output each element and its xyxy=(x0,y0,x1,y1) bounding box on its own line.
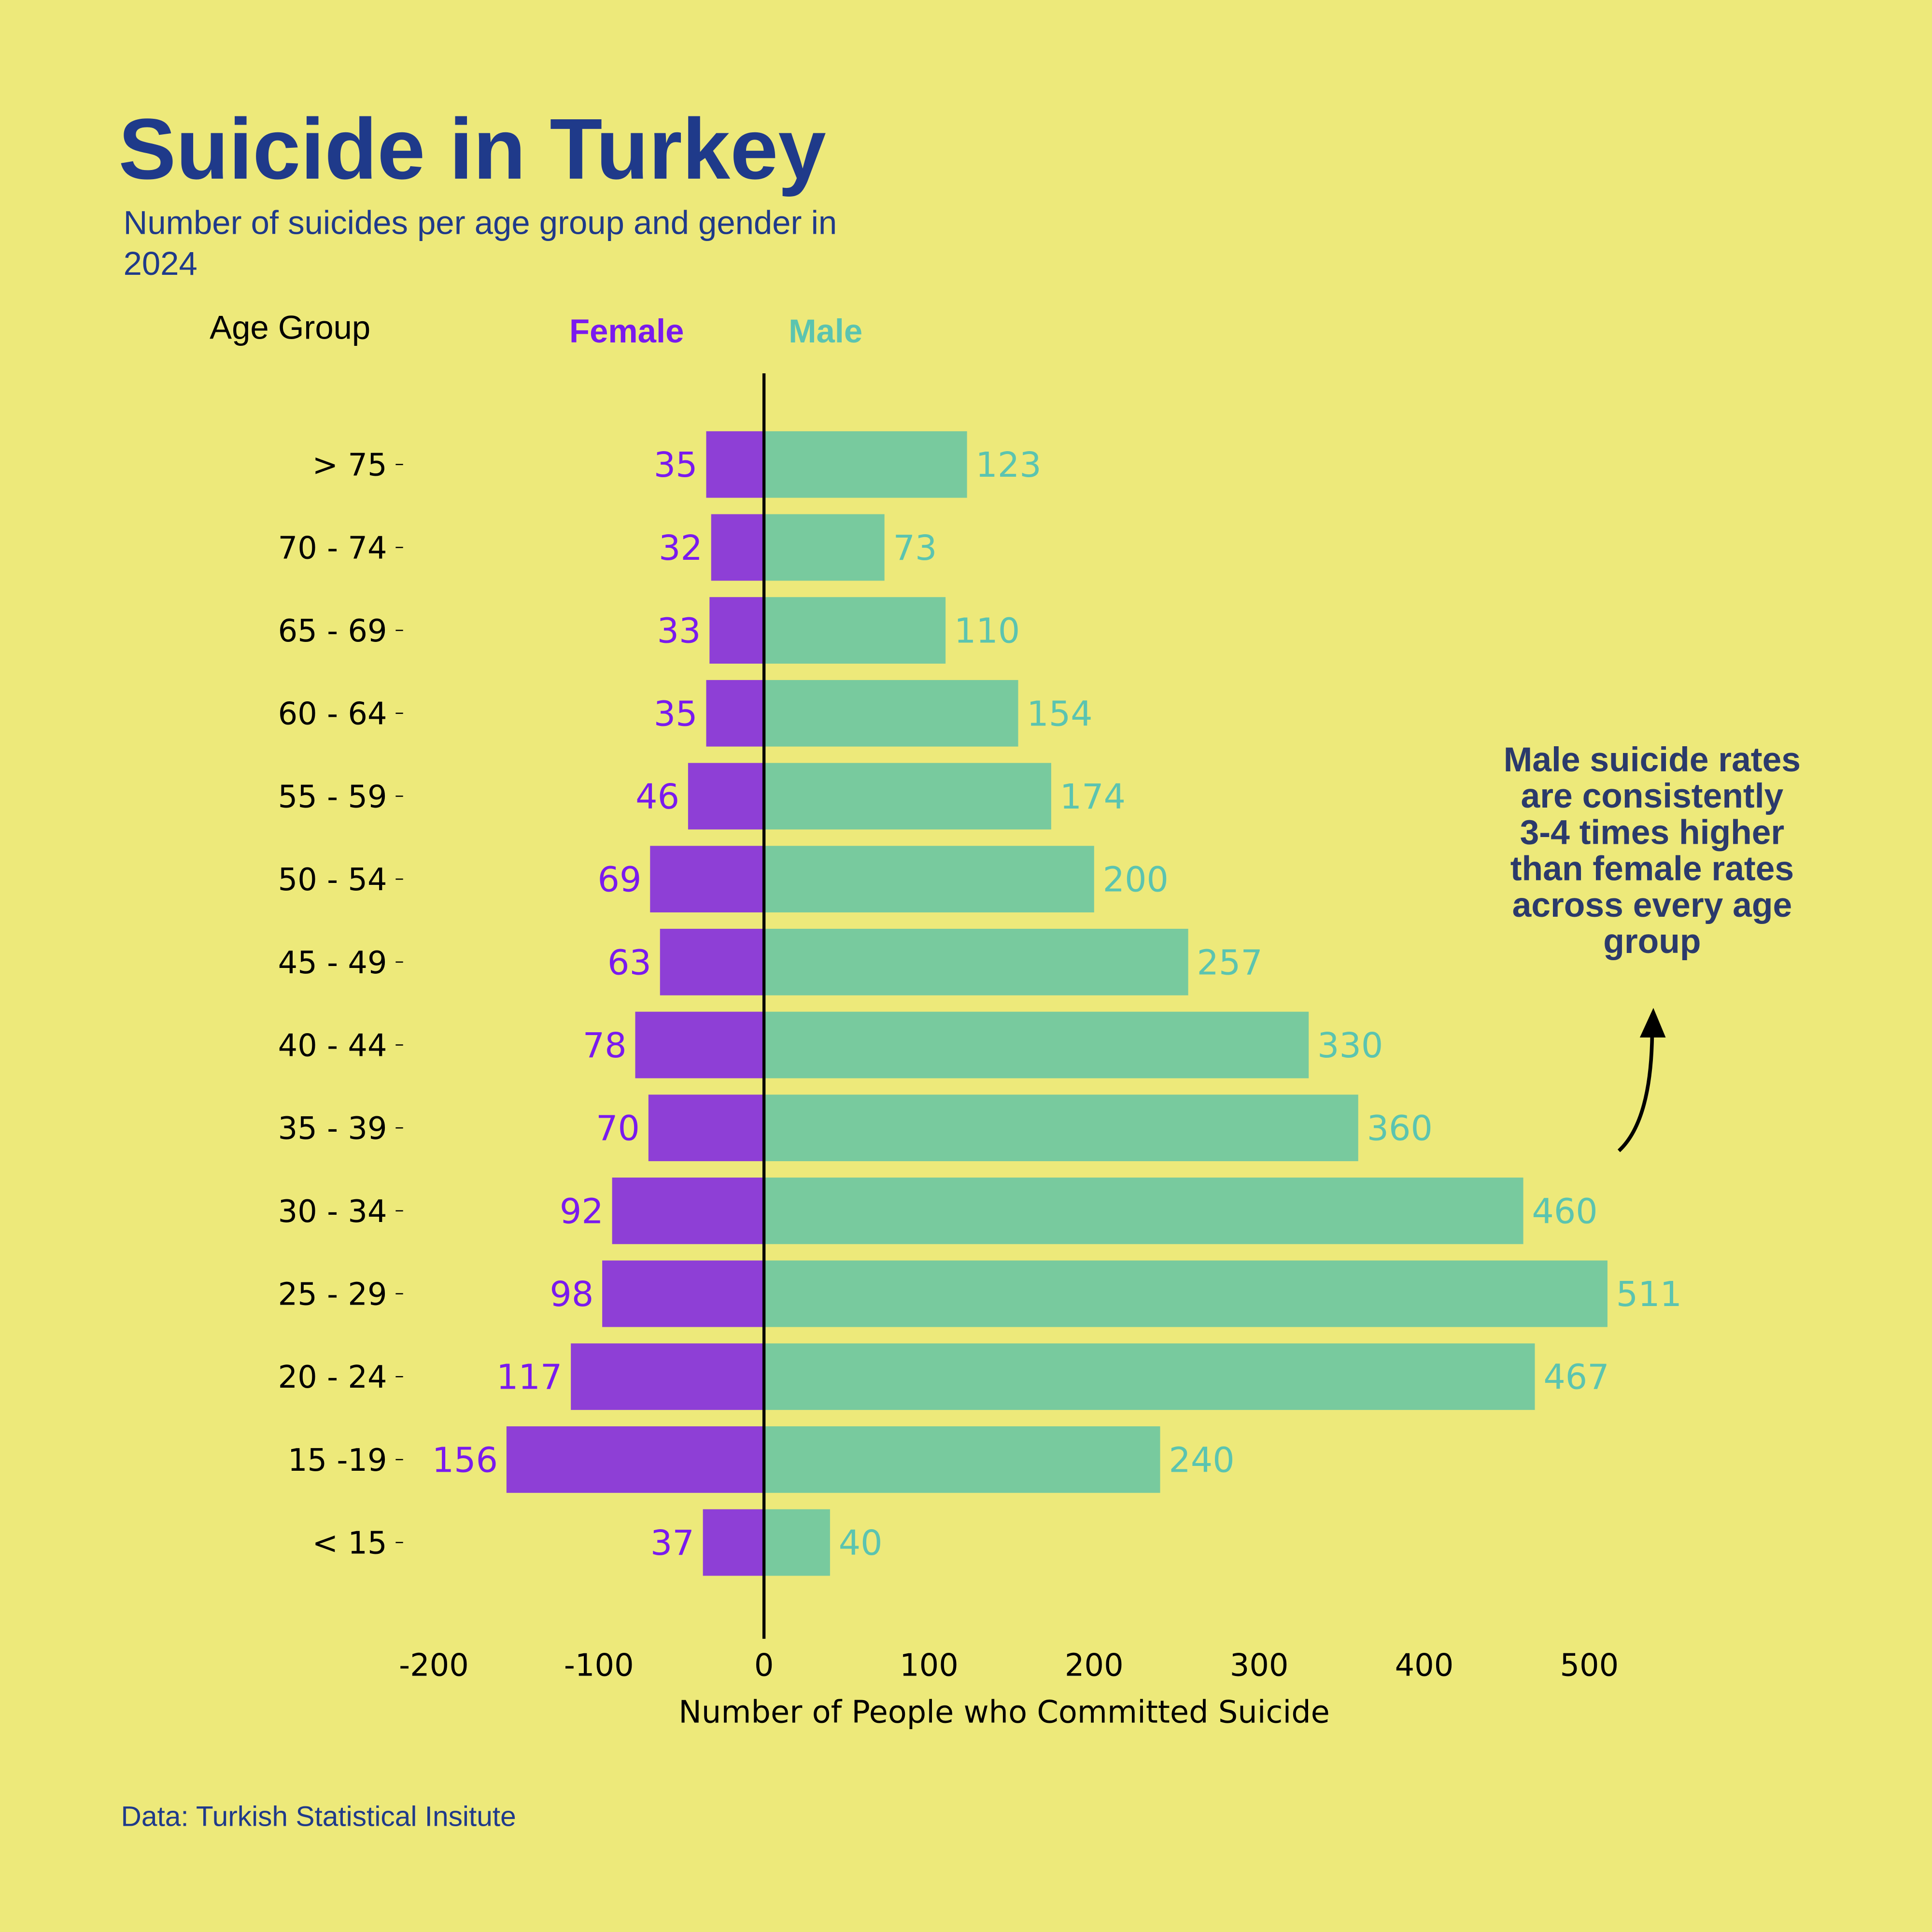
male-value-label: 511 xyxy=(1616,1274,1682,1314)
y-tick-label: 70 - 74 xyxy=(278,530,387,566)
female-value-label: 92 xyxy=(560,1191,604,1231)
female-value-label: 46 xyxy=(635,777,679,817)
female-bar xyxy=(706,680,764,747)
male-bar xyxy=(764,597,946,664)
female-bar xyxy=(650,846,764,913)
female-value-label: 33 xyxy=(657,611,701,651)
male-bar xyxy=(764,1260,1608,1327)
x-tick-label: 300 xyxy=(1230,1648,1289,1683)
y-tick-label: 25 - 29 xyxy=(278,1277,387,1313)
source-note: Data: Turkish Statistical Insitute xyxy=(121,1801,516,1833)
female-bar xyxy=(612,1178,764,1244)
x-tick-label: 500 xyxy=(1560,1648,1619,1683)
female-bar xyxy=(635,1011,764,1079)
legend-male: Male xyxy=(789,313,862,350)
female-value-label: 156 xyxy=(432,1440,498,1480)
x-tick-label: -100 xyxy=(564,1648,634,1683)
chart-subtitle-line-2: 2024 xyxy=(124,245,197,282)
y-tick-label: 30 - 34 xyxy=(278,1194,387,1230)
annotation-arrow xyxy=(1617,1035,1654,1152)
male-bar xyxy=(764,846,1094,913)
y-tick-label: > 75 xyxy=(312,448,387,483)
annotation-line: than female rates xyxy=(1510,850,1794,888)
female-bar xyxy=(506,1426,764,1493)
male-value-label: 123 xyxy=(975,445,1041,485)
male-value-label: 110 xyxy=(954,611,1020,651)
female-bar xyxy=(703,1509,764,1576)
female-bar xyxy=(709,597,764,664)
y-tick-label: < 15 xyxy=(312,1526,387,1562)
x-tick-label: -200 xyxy=(399,1648,469,1683)
male-bar xyxy=(764,1343,1535,1410)
female-value-label: 35 xyxy=(654,694,698,734)
female-value-label: 37 xyxy=(650,1523,694,1563)
chart-subtitle-line-1: Number of suicides per age group and gen… xyxy=(124,204,837,242)
male-value-label: 330 xyxy=(1317,1025,1383,1065)
female-value-label: 32 xyxy=(659,528,703,568)
x-tick-label: 100 xyxy=(900,1648,959,1683)
female-bar xyxy=(571,1343,764,1410)
male-value-label: 154 xyxy=(1027,694,1092,734)
x-axis-title: Number of People who Committed Suicide xyxy=(678,1694,1330,1730)
annotation-line: group xyxy=(1603,922,1701,961)
male-value-label: 240 xyxy=(1169,1440,1234,1480)
male-value-label: 174 xyxy=(1060,777,1126,817)
male-bar xyxy=(764,431,967,498)
y-tick-label: 50 - 54 xyxy=(278,862,387,898)
female-value-label: 117 xyxy=(496,1357,562,1397)
annotation-line: Male suicide rates xyxy=(1504,740,1801,779)
y-tick-label: 45 - 49 xyxy=(278,945,387,981)
male-value-label: 467 xyxy=(1543,1357,1609,1397)
annotation-line: across every age xyxy=(1512,886,1792,924)
female-bar xyxy=(688,763,764,830)
x-tick-label: 0 xyxy=(754,1648,774,1683)
y-tick-label: 60 - 64 xyxy=(278,696,387,732)
y-tick-label: 35 - 39 xyxy=(278,1111,387,1147)
male-bar xyxy=(764,1178,1523,1244)
male-bar xyxy=(764,514,885,581)
y-tick-label: 55 - 59 xyxy=(278,779,387,815)
male-bar xyxy=(764,1509,830,1576)
male-value-label: 73 xyxy=(893,528,937,568)
annotation-arrowhead xyxy=(1639,1008,1666,1037)
female-value-label: 35 xyxy=(654,445,698,485)
annotation-line: are consistently xyxy=(1521,777,1784,815)
y-tick-label: 20 - 24 xyxy=(278,1360,387,1395)
male-bar xyxy=(764,680,1018,747)
male-value-label: 360 xyxy=(1367,1108,1433,1149)
female-bar xyxy=(660,928,764,995)
x-tick-label: 400 xyxy=(1395,1648,1454,1683)
female-bar xyxy=(711,514,764,581)
male-bar xyxy=(764,928,1188,995)
female-bar xyxy=(706,431,764,498)
chart-title: Suicide in Turkey xyxy=(118,100,826,197)
female-bar xyxy=(602,1260,764,1327)
y-tick-label: 40 - 44 xyxy=(278,1028,387,1064)
y-axis-title: Age Group xyxy=(210,309,370,346)
annotation-line: 3-4 times higher xyxy=(1520,813,1785,852)
male-value-label: 40 xyxy=(839,1523,883,1563)
male-bar xyxy=(764,763,1051,830)
male-value-label: 460 xyxy=(1532,1191,1597,1231)
female-bar xyxy=(648,1094,764,1162)
x-tick-label: 200 xyxy=(1065,1648,1124,1683)
female-value-label: 78 xyxy=(583,1025,627,1065)
male-bar xyxy=(764,1094,1358,1162)
male-value-label: 257 xyxy=(1197,942,1263,982)
male-value-label: 200 xyxy=(1103,860,1169,900)
male-bar xyxy=(764,1011,1309,1079)
legend-female: Female xyxy=(569,313,684,350)
female-value-label: 70 xyxy=(596,1108,640,1149)
female-value-label: 69 xyxy=(598,860,642,900)
female-value-label: 63 xyxy=(607,942,651,982)
female-value-label: 98 xyxy=(550,1274,593,1314)
y-tick-label: 15 -19 xyxy=(288,1443,387,1478)
male-bar xyxy=(764,1426,1160,1493)
y-tick-label: 65 - 69 xyxy=(278,613,387,649)
